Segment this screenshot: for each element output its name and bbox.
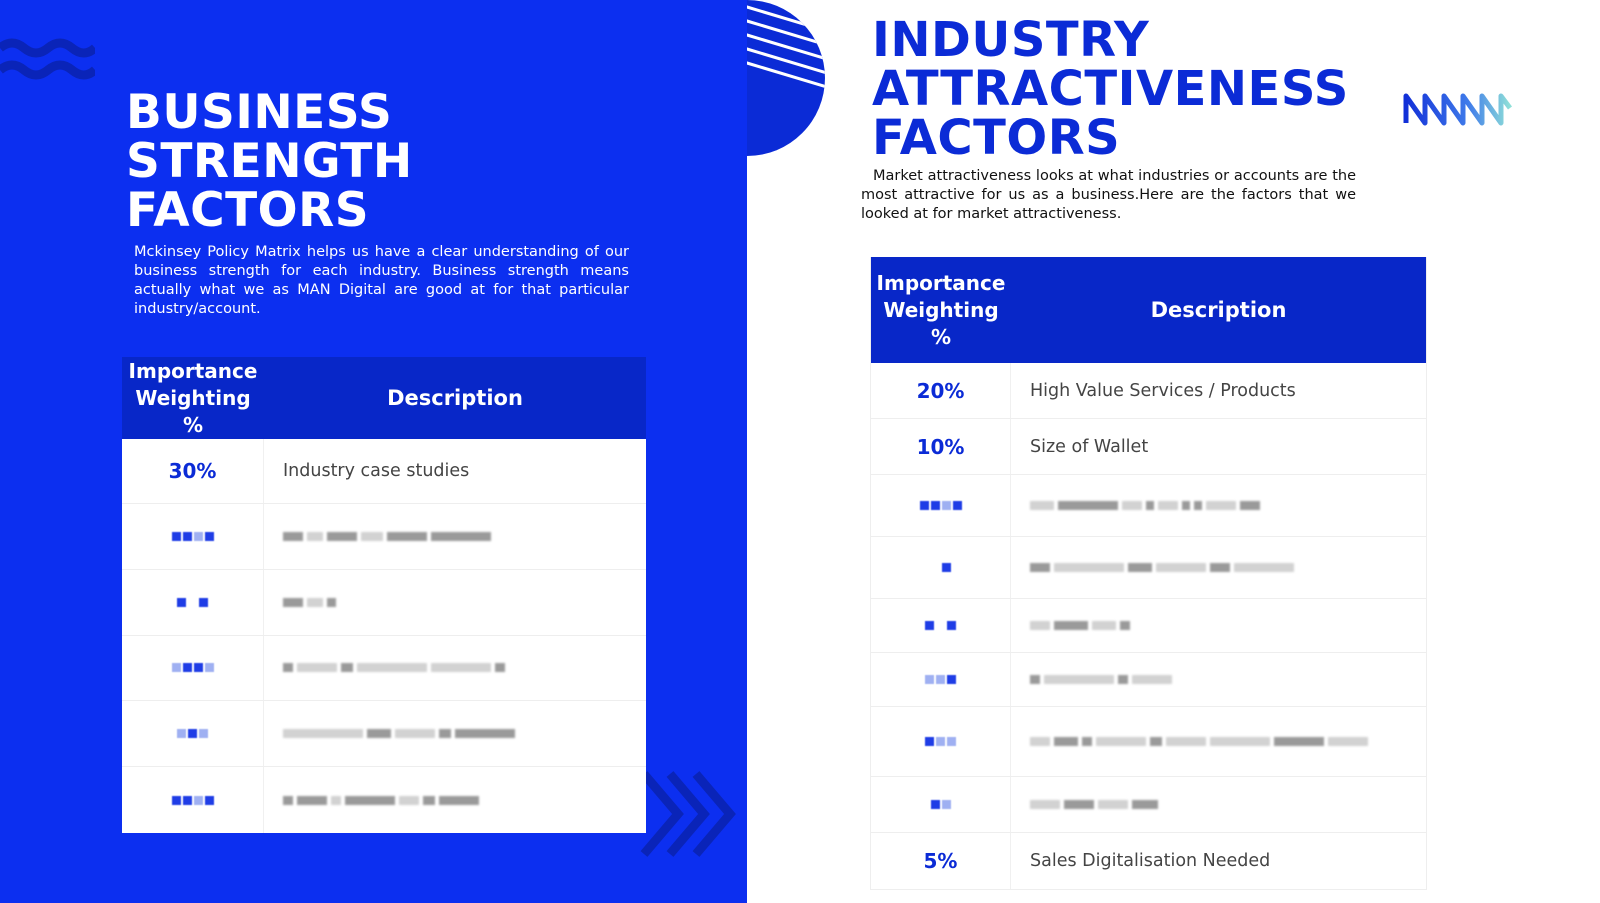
table-row-redacted bbox=[871, 599, 1426, 653]
table-row: 10% Size of Wallet bbox=[871, 419, 1426, 475]
business-strength-title: BUSINESS STRENGTH FACTORS bbox=[126, 85, 413, 238]
chevron-decoration-icon bbox=[640, 771, 736, 857]
business-strength-description: Mckinsey Policy Matrix helps us have a c… bbox=[134, 244, 629, 317]
header-importance-weighting: Importance Weighting % bbox=[128, 358, 258, 437]
table-row-redacted bbox=[871, 707, 1426, 777]
row-weight: 10% bbox=[871, 419, 1011, 474]
table-header: Importance Weighting % Description bbox=[122, 357, 646, 439]
table-row: 20% High Value Services / Products bbox=[871, 363, 1426, 419]
table-row-redacted bbox=[871, 475, 1426, 537]
row-weight: 30% bbox=[122, 439, 264, 503]
table-row-redacted bbox=[122, 569, 646, 636]
industry-attractiveness-description: Market attractiveness looks at what indu… bbox=[861, 168, 1356, 222]
table-row-redacted bbox=[122, 635, 646, 702]
row-description: Industry case studies bbox=[283, 461, 470, 481]
row-description: Size of Wallet bbox=[1030, 436, 1149, 457]
row-weight: 20% bbox=[871, 363, 1011, 418]
table-row-redacted bbox=[871, 537, 1426, 599]
header-description: Description bbox=[387, 386, 523, 410]
table-header: Importance Weighting % Description bbox=[871, 257, 1426, 363]
wave-decoration-icon bbox=[0, 38, 95, 80]
industry-attractiveness-table: Importance Weighting % Description 20% H… bbox=[870, 257, 1427, 890]
header-importance-weighting: Importance Weighting % bbox=[876, 270, 1006, 349]
table-row-redacted bbox=[122, 504, 646, 570]
table-row-redacted bbox=[871, 777, 1426, 833]
table-row: 5% Sales Digitalisation Needed bbox=[871, 833, 1426, 889]
table-row: 30% Industry case studies bbox=[122, 439, 646, 504]
row-weight: 5% bbox=[871, 833, 1011, 889]
business-strength-table: Importance Weighting % Description 30% I… bbox=[122, 357, 646, 833]
header-description: Description bbox=[1150, 298, 1287, 322]
table-row-redacted bbox=[122, 701, 646, 768]
table-row-redacted bbox=[122, 767, 646, 833]
row-description: Sales Digitalisation Needed bbox=[1030, 851, 1271, 871]
industry-attractiveness-title: INDUSTRY ATTRACTIVENESS FACTORS bbox=[872, 12, 1349, 166]
striped-circle-decoration-icon bbox=[747, 0, 825, 156]
man-digital-logo-icon bbox=[1403, 93, 1512, 126]
row-description: High Value Services / Products bbox=[1030, 380, 1296, 401]
table-row-redacted bbox=[871, 653, 1426, 707]
